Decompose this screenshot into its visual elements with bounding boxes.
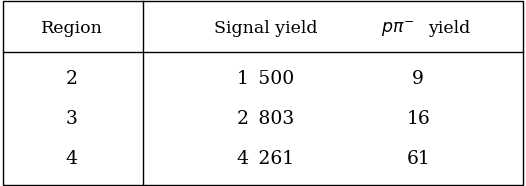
Text: yield: yield bbox=[429, 20, 471, 37]
Text: Region: Region bbox=[41, 20, 103, 37]
Text: 3: 3 bbox=[66, 110, 77, 128]
Text: 16: 16 bbox=[406, 110, 430, 128]
Text: 2: 2 bbox=[66, 70, 77, 88]
Text: 4 261: 4 261 bbox=[237, 150, 294, 168]
Text: 4: 4 bbox=[66, 150, 77, 168]
Text: Signal yield: Signal yield bbox=[214, 20, 317, 37]
Text: 1 500: 1 500 bbox=[237, 70, 294, 88]
Text: 9: 9 bbox=[412, 70, 424, 88]
Text: 2 803: 2 803 bbox=[237, 110, 294, 128]
Text: 61: 61 bbox=[406, 150, 430, 168]
Text: $p\pi^{-}$: $p\pi^{-}$ bbox=[380, 19, 414, 39]
